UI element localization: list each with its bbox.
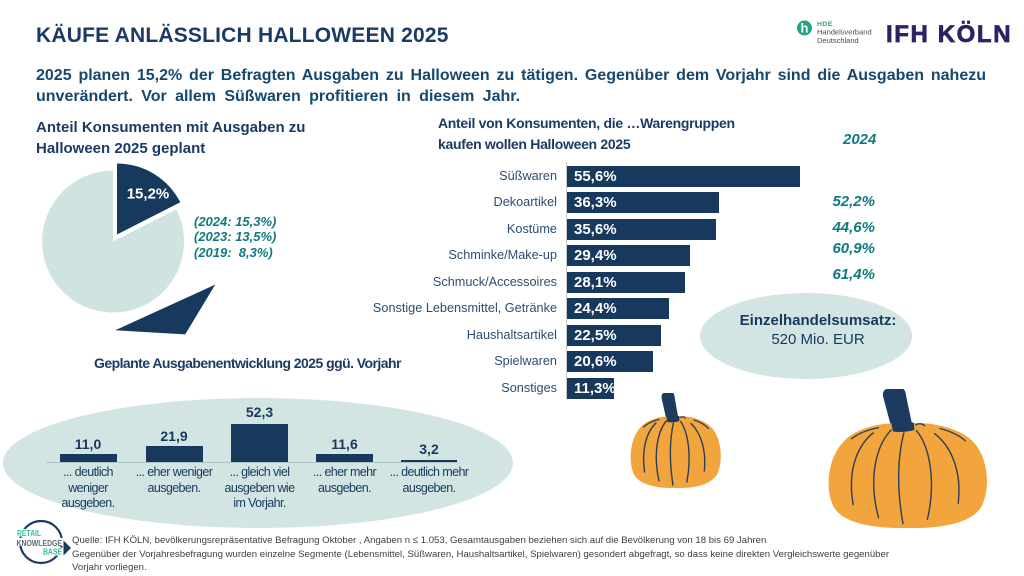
svg-text:KNOWLEDGE: KNOWLEDGE	[17, 539, 63, 548]
svg-text:BASE: BASE	[43, 547, 63, 556]
svg-text:h: h	[801, 21, 809, 36]
svg-text:Handelsverband: Handelsverband	[817, 27, 872, 36]
svg-text:15,2%: 15,2%	[127, 186, 170, 203]
svg-text:Deutschland: Deutschland	[817, 36, 859, 45]
svg-text:RETAIL: RETAIL	[17, 529, 41, 538]
svg-text:HDE: HDE	[817, 21, 833, 28]
